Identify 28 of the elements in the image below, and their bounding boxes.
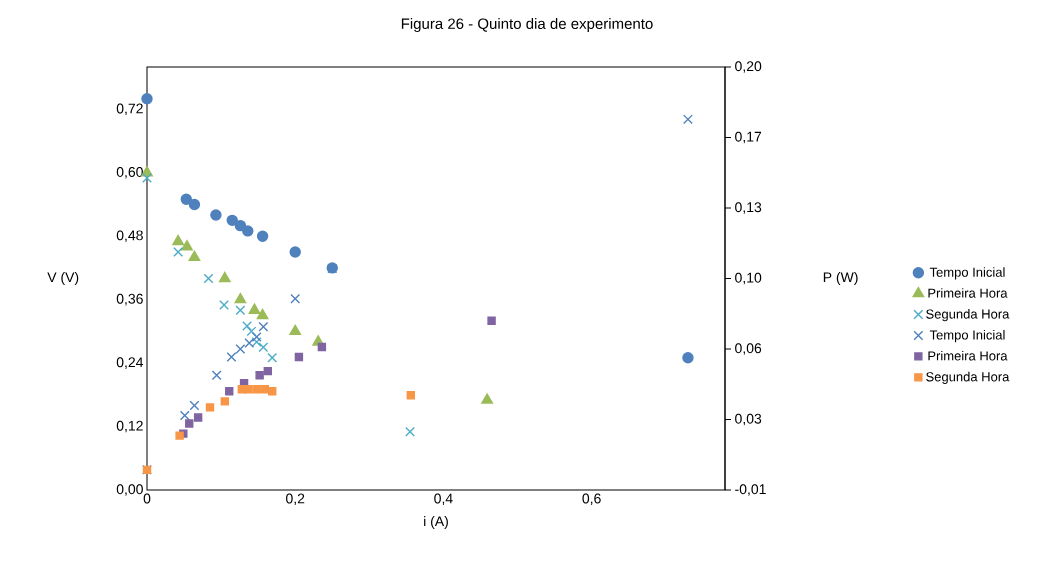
legend-label: Primeira Hora xyxy=(928,350,1008,361)
y-tick-label: 0,24 xyxy=(116,357,144,369)
legend-label: Tempo Inicial xyxy=(929,330,1005,343)
y-tick-label: 0,48 xyxy=(116,230,143,242)
y-tick-label: 0,72 xyxy=(116,103,143,116)
y2-axis-title: P (W) xyxy=(823,271,858,286)
y2-tick-label: 0,06 xyxy=(735,343,762,355)
y2-tick-label: 0,03 xyxy=(735,413,762,426)
y2-tick-label: 0,17 xyxy=(735,131,762,144)
y2-tick-label: 0,20 xyxy=(735,61,762,73)
y-tick-label: 0,00 xyxy=(116,484,143,496)
y-tick-label: 0,36 xyxy=(116,293,143,306)
y-tick-label: 0,60 xyxy=(116,166,143,179)
y-axis-title: V (V) xyxy=(47,271,79,286)
y2-tick-label: 0,13 xyxy=(735,202,762,214)
y2-tick-label: 0,10 xyxy=(735,272,762,285)
x-tick-label: 0 xyxy=(143,493,151,504)
x-tick-label: 0,6 xyxy=(582,493,601,506)
legend-label: Tempo Inicial xyxy=(929,267,1005,280)
x-tick-label: 0,2 xyxy=(286,493,305,506)
y-tick-label: 0,12 xyxy=(116,420,143,433)
y2-tick-label: -0,01 xyxy=(735,484,766,496)
x-axis-title: i (A) xyxy=(424,515,448,530)
x-tick-label: 0,4 xyxy=(434,493,453,506)
legend-label: Segunda Hora xyxy=(926,309,1010,322)
chart-title: Figura 26 - Quinto dia de experimento xyxy=(401,18,653,32)
legend-label: Primeira Hora xyxy=(928,288,1008,298)
legend-label: Segunda Hora xyxy=(926,371,1010,384)
